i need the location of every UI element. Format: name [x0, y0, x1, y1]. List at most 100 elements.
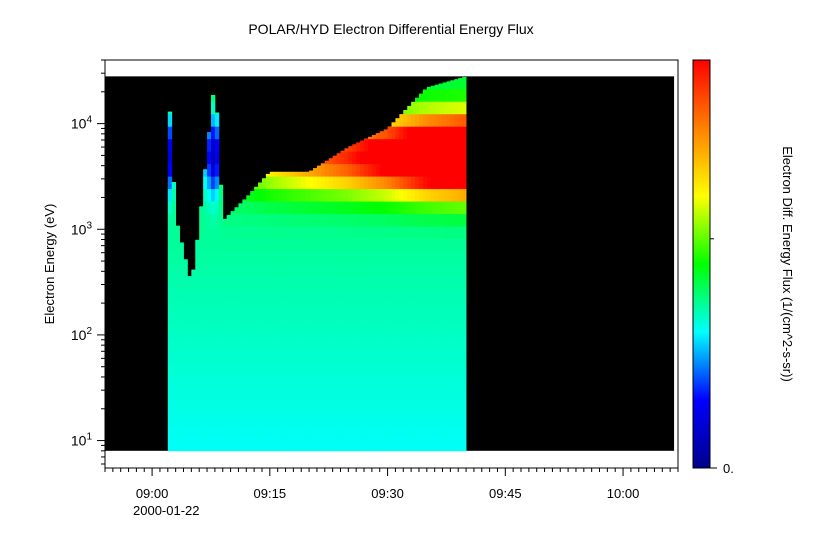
spectrogram-cell	[446, 151, 451, 165]
spectrogram-cell	[364, 325, 369, 339]
spectrogram-cell	[462, 276, 467, 289]
spectrogram-cell	[265, 388, 271, 402]
spectrogram-cell	[285, 263, 290, 277]
spectrogram-cell	[399, 126, 404, 140]
spectrogram-cell	[183, 313, 188, 327]
spectrogram-cell	[214, 288, 220, 302]
spectrogram-cell	[226, 400, 231, 414]
spectrogram-cell	[277, 226, 283, 240]
spectrogram-cell	[179, 251, 184, 264]
spectrogram-cell	[442, 350, 447, 364]
spectrogram-cell	[230, 375, 235, 389]
spectrogram-cell	[281, 400, 286, 414]
spectrogram-cell	[210, 388, 216, 402]
spectrogram-cell	[426, 375, 432, 389]
spectrogram-cell	[175, 251, 180, 264]
spectrogram-cell	[387, 176, 392, 190]
spectrogram-cell	[430, 163, 436, 177]
spectrogram-cell	[281, 425, 286, 439]
spectrogram-cell	[320, 188, 326, 202]
spectrogram-cell	[195, 325, 200, 339]
spectrogram-cell	[438, 113, 443, 127]
spectrogram-cell	[309, 325, 314, 339]
spectrogram-cell	[175, 425, 180, 439]
spectrogram-cell	[175, 313, 180, 327]
spectrogram-cell	[305, 263, 310, 277]
spectrogram-cell	[415, 400, 420, 414]
spectrogram-cell	[442, 201, 447, 215]
spectrogram-cell	[320, 263, 326, 277]
spectrogram-cell	[375, 400, 381, 414]
spectrogram-cell	[175, 375, 180, 389]
spectrogram-cell	[387, 350, 392, 364]
spectrogram-cell	[281, 338, 286, 352]
spectrogram-cell	[246, 350, 251, 364]
spectrogram-cell	[183, 363, 188, 377]
spectrogram-cell	[367, 325, 373, 339]
spectrogram-cell	[434, 101, 439, 115]
spectrogram-cell	[265, 413, 271, 427]
spectrogram-cell	[226, 263, 231, 277]
spectrogram-cell	[199, 400, 204, 414]
spectrogram-cell	[375, 413, 381, 427]
spectrogram-cell	[348, 425, 353, 439]
spectrogram-cell	[356, 163, 361, 177]
spectrogram-cell	[450, 176, 455, 190]
spectrogram-cell	[415, 338, 420, 352]
spectrogram-cell	[415, 276, 420, 289]
spectrogram-cell	[167, 425, 173, 439]
spectrogram-cell	[167, 251, 173, 264]
spectrogram-cell	[360, 288, 365, 302]
spectrogram-cell	[258, 201, 263, 215]
spectrogram-cell	[167, 188, 173, 202]
spectrogram-cell	[356, 188, 361, 202]
spectrogram-cell	[379, 338, 385, 352]
spectrogram-cell	[214, 400, 220, 414]
spectrogram-cell	[199, 338, 204, 352]
x-axis-date-label: 2000-01-22	[133, 503, 200, 518]
spectrogram-cell	[210, 263, 216, 277]
spectrogram-cell	[179, 400, 184, 414]
spectrogram-cell	[375, 313, 381, 327]
spectrogram-cell	[269, 400, 275, 414]
spectrogram-cell	[301, 350, 306, 364]
spectrogram-cell	[450, 400, 455, 414]
spectrogram-cell	[356, 226, 361, 240]
spectrogram-cell	[313, 226, 318, 240]
spectrogram-cell	[411, 338, 416, 352]
spectrogram-cell	[258, 213, 263, 227]
spectrogram-cell	[226, 413, 231, 427]
spectrogram-cell	[320, 350, 326, 364]
spectrogram-cell	[254, 188, 259, 202]
spectrogram-cell	[360, 201, 365, 215]
spectrogram-cell	[344, 188, 349, 202]
spectrogram-cell	[340, 438, 345, 452]
spectrogram-cell	[238, 413, 243, 427]
spectrogram-cell	[348, 213, 353, 227]
spectrogram-cell	[462, 76, 467, 90]
spectrogram-cell	[214, 138, 220, 152]
spectrogram-cell	[344, 251, 349, 264]
spectrogram-cell	[399, 263, 404, 277]
spectrogram-cell	[360, 140, 365, 152]
spectrogram-cell	[313, 400, 318, 414]
spectrogram-cell	[356, 151, 361, 165]
spectrogram-cell	[258, 375, 263, 389]
spectrogram-cell	[285, 313, 290, 327]
spectrogram-cell	[273, 251, 279, 264]
spectrogram-cell	[454, 101, 459, 115]
spectrogram-cell	[426, 350, 432, 364]
spectrogram-cell	[214, 188, 220, 202]
spectrogram-cell	[434, 213, 439, 227]
spectrogram-cell	[324, 388, 330, 402]
spectrogram-cell	[411, 325, 416, 339]
spectrogram-cell	[364, 313, 369, 327]
spectrogram-cell	[367, 251, 373, 264]
spectrogram-cell	[320, 313, 326, 327]
spectrogram-cell	[356, 438, 361, 452]
spectrogram-cell	[434, 201, 439, 215]
spectrogram-cell	[395, 400, 400, 414]
spectrogram-cell	[269, 188, 275, 202]
spectrogram-cell	[379, 163, 385, 177]
spectrogram-cell	[462, 388, 467, 402]
